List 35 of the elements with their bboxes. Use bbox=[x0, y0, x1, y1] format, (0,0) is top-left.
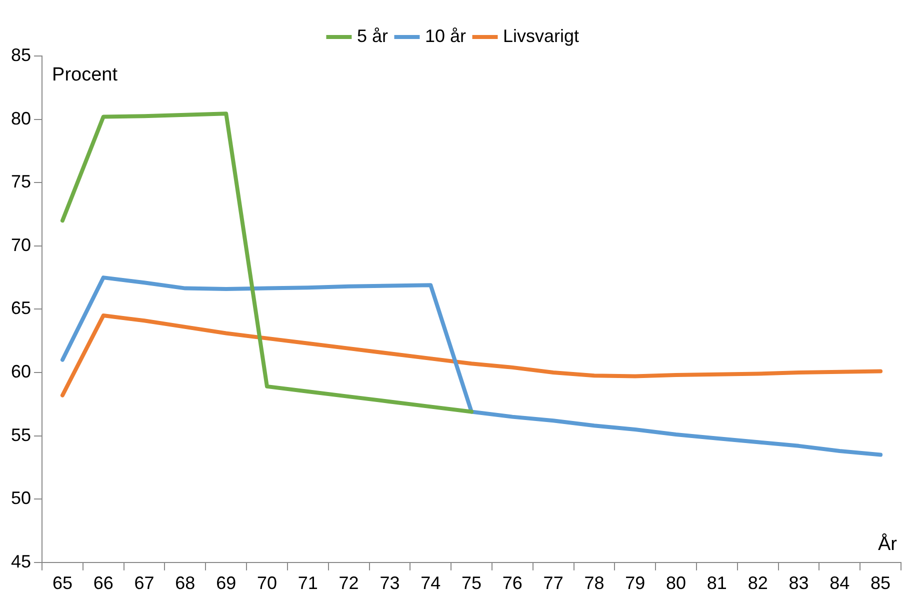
x-tick-label: 78 bbox=[584, 573, 604, 594]
y-tick-label: 50 bbox=[10, 488, 32, 508]
x-tick-label: 80 bbox=[666, 573, 686, 594]
y-tick-label: 85 bbox=[10, 44, 32, 65]
y-tick-label: 55 bbox=[10, 424, 32, 445]
legend-label: 5 år bbox=[356, 26, 388, 46]
x-tick-label: 70 bbox=[256, 573, 278, 594]
x-tick-label: 84 bbox=[830, 573, 850, 594]
x-tick-label: 79 bbox=[625, 573, 646, 594]
x-tick-label: 82 bbox=[748, 573, 768, 594]
legend-label: Livsvarigt bbox=[503, 26, 580, 46]
x-tick-label: 72 bbox=[338, 573, 359, 594]
annotation: Procent bbox=[52, 64, 118, 86]
x-tick-label: 77 bbox=[543, 573, 564, 594]
x-tick-label: 71 bbox=[298, 573, 318, 594]
y-tick-label: 80 bbox=[10, 108, 32, 128]
x-tick-label: 73 bbox=[380, 573, 400, 594]
annotation: År bbox=[878, 533, 898, 556]
y-tick-label: 65 bbox=[10, 298, 32, 318]
x-tick-label: 75 bbox=[461, 573, 482, 594]
y-tick-label: 75 bbox=[10, 172, 32, 192]
x-tick-label: 81 bbox=[706, 573, 727, 594]
y-tick-label: 70 bbox=[10, 234, 32, 255]
x-tick-label: 83 bbox=[788, 573, 809, 594]
legend-label: 10 år bbox=[424, 26, 466, 46]
x-tick-label: 85 bbox=[870, 573, 891, 594]
x-tick-label: 76 bbox=[502, 573, 522, 594]
x-tick-label: 68 bbox=[175, 573, 196, 594]
y-tick-label: 60 bbox=[10, 361, 32, 382]
x-tick-label: 67 bbox=[134, 573, 154, 594]
x-tick-label: 65 bbox=[52, 573, 72, 594]
y-tick-label: 45 bbox=[10, 551, 32, 572]
x-tick-label: 69 bbox=[216, 573, 236, 594]
x-tick-label: 66 bbox=[93, 573, 114, 594]
x-tick-label: 74 bbox=[420, 573, 441, 594]
